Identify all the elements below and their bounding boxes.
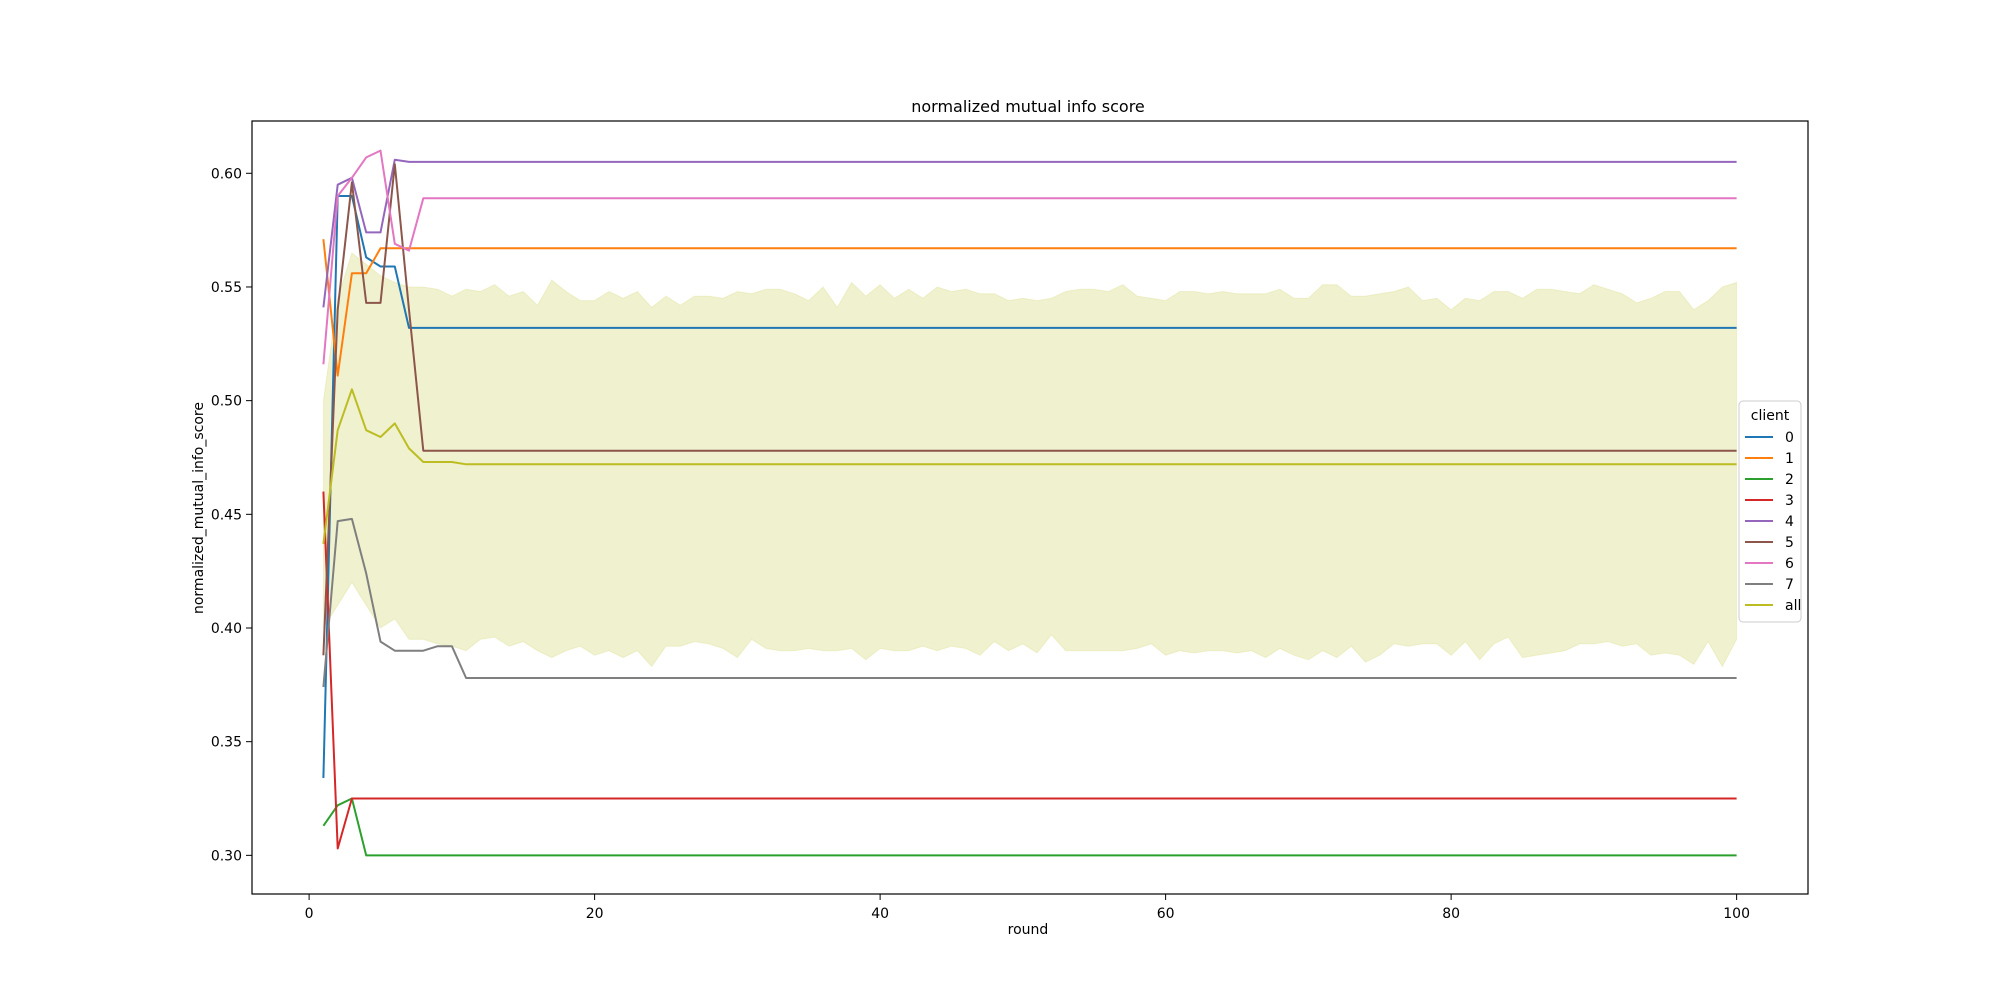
legend-label-0: 0: [1785, 430, 1794, 446]
series-line-5: [322, 163, 1737, 656]
y-tick-label: 0.40: [211, 621, 242, 637]
y-axis-title: normalized_mutual_info_score: [191, 402, 207, 614]
series-line-6: [322, 149, 1737, 365]
y-tick-label: 0.55: [211, 280, 242, 296]
legend-label-5: 5: [1785, 535, 1794, 551]
chart-title: normalized mutual info score: [911, 97, 1145, 116]
legend-label-1: 1: [1785, 451, 1794, 467]
x-tick-label: 80: [1442, 906, 1460, 922]
x-axis-title: round: [1008, 922, 1049, 938]
y-tick-label: 0.60: [211, 166, 242, 182]
y-tick-label: 0.50: [211, 394, 242, 410]
legend-title: client: [1751, 408, 1790, 424]
series-layer: [322, 149, 1737, 857]
x-tick-label: 100: [1723, 906, 1750, 922]
legend-label-7: 7: [1785, 577, 1794, 593]
series-line-all: [322, 388, 1737, 545]
y-axis: 0.30 0.35 0.40 0.45 0.50 0.55 0.60: [211, 166, 252, 864]
legend-label-2: 2: [1785, 472, 1794, 488]
legend: client 0 1 2 3 4 5 6 7 all: [1738, 400, 1802, 623]
confidence-band-all: [322, 252, 1738, 668]
series-line-3: [322, 491, 1737, 850]
series-line-4: [322, 158, 1737, 308]
legend-label-3: 3: [1785, 493, 1794, 509]
y-tick-label: 0.30: [211, 848, 242, 864]
legend-label-4: 4: [1785, 514, 1794, 530]
band-layer: [322, 252, 1738, 668]
series-line-2: [322, 797, 1737, 857]
x-tick-label: 20: [586, 906, 604, 922]
x-tick-label: 0: [305, 906, 314, 922]
x-tick-label: 40: [871, 906, 889, 922]
legend-label-6: 6: [1785, 556, 1794, 572]
y-tick-label: 0.45: [211, 507, 242, 523]
x-axis: 0 20 40 60 80 100: [305, 894, 1750, 922]
series-line-7: [322, 517, 1737, 688]
legend-box: [1738, 400, 1802, 623]
legend-label-all: all: [1785, 598, 1801, 614]
x-tick-label: 60: [1157, 906, 1175, 922]
y-tick-label: 0.35: [211, 735, 242, 751]
plot-frame: [251, 120, 1809, 895]
